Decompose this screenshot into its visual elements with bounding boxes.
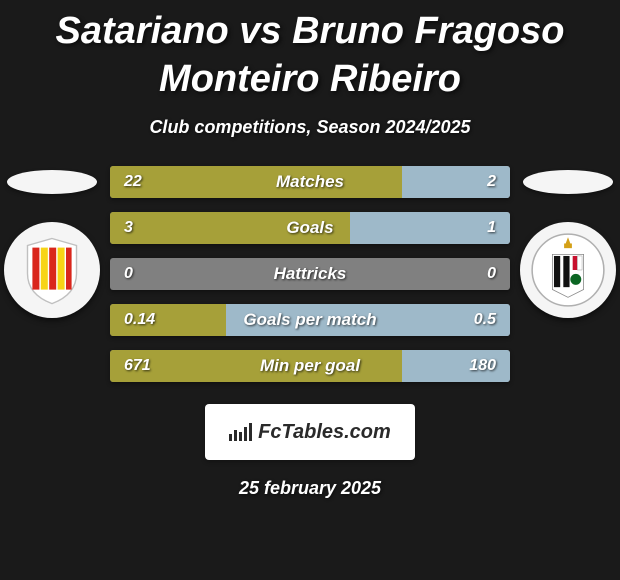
- left-column: [4, 166, 100, 318]
- subtitle: Club competitions, Season 2024/2025: [0, 117, 620, 138]
- stat-right-value: 180: [469, 357, 496, 375]
- stat-bar-left-fill: [110, 166, 402, 198]
- stat-bar-row: 671180Min per goal: [110, 350, 510, 382]
- stat-left-value: 0.14: [124, 311, 155, 329]
- stat-right-value: 1: [487, 219, 496, 237]
- left-player-placeholder: [7, 170, 97, 194]
- left-club-badge: [4, 222, 100, 318]
- content-row: 222Matches31Goals00Hattricks0.140.5Goals…: [0, 166, 620, 382]
- right-club-badge: [520, 222, 616, 318]
- stat-bar-left-fill: [110, 212, 350, 244]
- logo-text: FcTables.com: [258, 421, 391, 444]
- right-club-crest-icon: [529, 231, 607, 309]
- stat-bar-row: 31Goals: [110, 212, 510, 244]
- stat-bar-left-fill: [110, 350, 402, 382]
- logo-chart-icon: [229, 423, 252, 441]
- right-column: [520, 166, 616, 318]
- stat-right-value: 2: [487, 173, 496, 191]
- stat-right-value: 0: [487, 265, 496, 283]
- stat-bar-row: 222Matches: [110, 166, 510, 198]
- stat-left-value: 3: [124, 219, 133, 237]
- stat-left-value: 0: [124, 265, 133, 283]
- stat-label: Hattricks: [110, 264, 510, 284]
- date-text: 25 february 2025: [0, 478, 620, 499]
- right-player-placeholder: [523, 170, 613, 194]
- stat-bar-row: 0.140.5Goals per match: [110, 304, 510, 336]
- left-club-crest-icon: [17, 229, 87, 311]
- stat-left-value: 22: [124, 173, 142, 191]
- stat-bars: 222Matches31Goals00Hattricks0.140.5Goals…: [110, 166, 510, 382]
- source-logo: FcTables.com: [205, 404, 415, 460]
- page-title: Satariano vs Bruno Fragoso Monteiro Ribe…: [0, 8, 620, 103]
- stat-bar-right-fill: [350, 212, 510, 244]
- comparison-infographic: Satariano vs Bruno Fragoso Monteiro Ribe…: [0, 0, 620, 580]
- stat-bar-row: 0 0Hattricks: [110, 258, 510, 290]
- stat-left-value: 671: [124, 357, 151, 375]
- stat-right-value: 0.5: [474, 311, 496, 329]
- stat-bar-right-fill: [226, 304, 510, 336]
